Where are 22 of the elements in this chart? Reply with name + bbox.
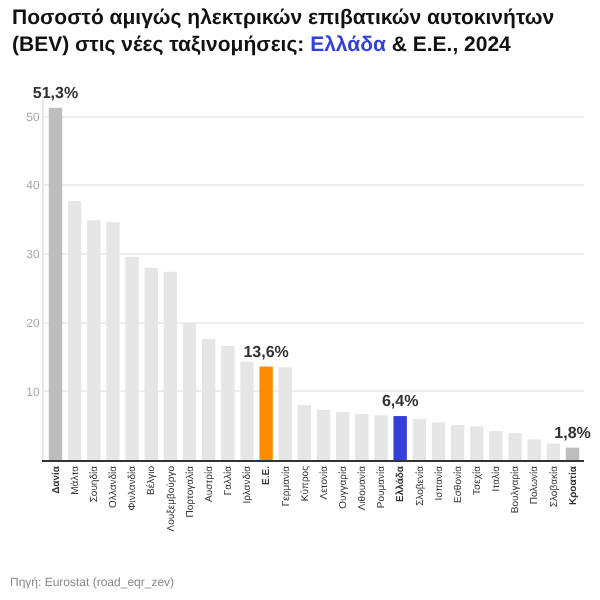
bar [316,409,331,460]
bar [508,433,522,460]
data-label: 13,6% [243,342,289,361]
bar [565,447,580,460]
bar [450,424,465,460]
bar [489,431,503,460]
bar [431,422,446,460]
bar [546,443,561,460]
bar [393,416,407,460]
data-label: 1,8% [554,423,591,442]
data-label: 51,3% [32,83,79,102]
bar [336,411,350,460]
bar [412,418,427,460]
bar [470,426,484,460]
bar [355,413,369,460]
bar [48,107,63,460]
chart-title: Ποσοστό αμιγώς ηλεκτρικών επιβατικών αυτοκινήτων (BEV) στις νέες ταξινομήσεις: Ελλάδα & Ε.Ε., 2024 [12,6,555,58]
bar [297,405,312,460]
bar [259,366,273,460]
bar [527,439,541,460]
data-label: 6,4% [381,392,419,411]
bar [374,415,388,460]
